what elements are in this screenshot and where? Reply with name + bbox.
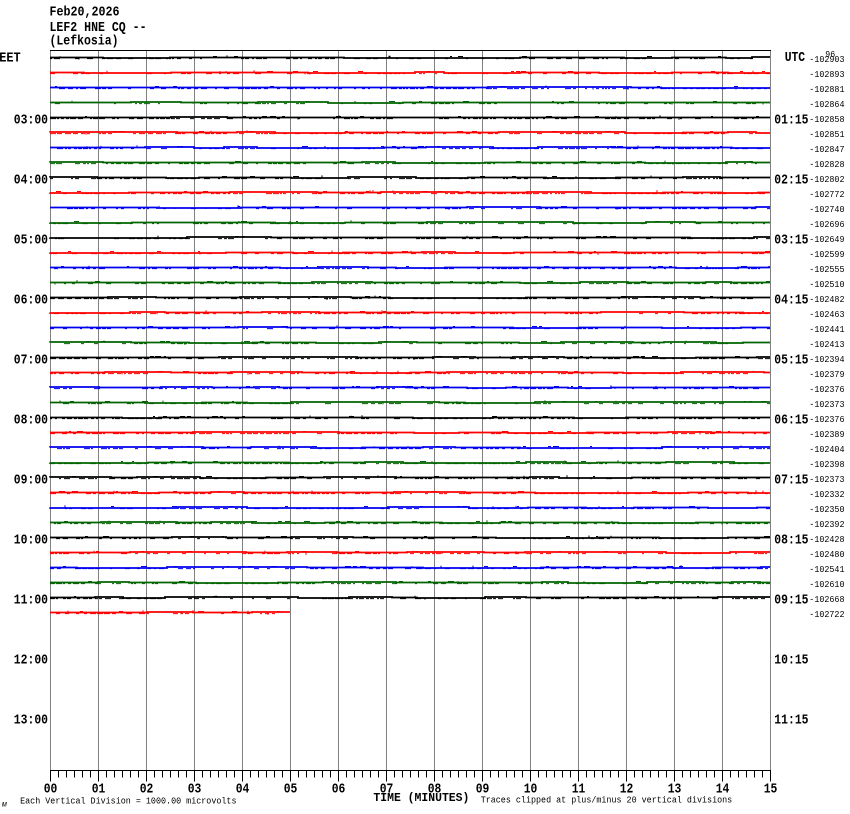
svg-text:09: 09 — [476, 782, 490, 798]
svg-text:03: 03 — [188, 782, 202, 798]
svg-text:06:15: 06:15 — [774, 412, 808, 428]
svg-text:06:00: 06:00 — [14, 292, 48, 308]
svg-text:-102828: -102828 — [809, 160, 844, 170]
svg-text:02: 02 — [140, 782, 154, 798]
svg-text:05:15: 05:15 — [774, 352, 808, 368]
svg-text:-102772: -102772 — [809, 190, 844, 200]
svg-text:12:00: 12:00 — [14, 652, 48, 668]
svg-text:-102373: -102373 — [809, 400, 844, 410]
svg-text:UTC: UTC — [785, 50, 806, 66]
svg-text:EET: EET — [0, 51, 21, 67]
svg-text:07: 07 — [380, 782, 394, 798]
svg-text:-102541: -102541 — [809, 565, 844, 575]
svg-text:-102350: -102350 — [809, 505, 844, 515]
svg-text:-102858: -102858 — [809, 115, 844, 125]
svg-text:Each Vertical Division = 1000.: Each Vertical Division = 1000.00 microvo… — [20, 797, 236, 807]
svg-text:Feb20,2026: Feb20,2026 — [50, 5, 120, 21]
svg-text:02:15: 02:15 — [774, 172, 808, 188]
svg-text:TIME (MINUTES): TIME (MINUTES) — [373, 792, 469, 805]
svg-text:-102376: -102376 — [809, 415, 844, 425]
svg-text:11:00: 11:00 — [14, 592, 48, 608]
svg-text:10:15: 10:15 — [774, 652, 808, 668]
svg-text:11:15: 11:15 — [774, 712, 808, 728]
svg-text:01: 01 — [92, 782, 106, 798]
svg-text:03:15: 03:15 — [774, 232, 808, 248]
svg-text:-102379: -102379 — [809, 370, 844, 380]
svg-text:96: 96 — [825, 50, 835, 60]
svg-text:09:00: 09:00 — [14, 472, 48, 488]
svg-text:10: 10 — [524, 782, 538, 798]
svg-text:07:15: 07:15 — [774, 472, 808, 488]
svg-text:13: 13 — [668, 782, 682, 798]
svg-text:-102480: -102480 — [809, 550, 844, 560]
svg-text:-102463: -102463 — [809, 310, 844, 320]
svg-text:LEF2 HNE CQ --: LEF2 HNE CQ -- — [50, 20, 147, 36]
svg-text:-102802: -102802 — [809, 175, 844, 185]
svg-text:13:00: 13:00 — [14, 712, 48, 728]
svg-text:Traces clipped at plus/minus 2: Traces clipped at plus/minus 20 vertical… — [481, 795, 733, 805]
svg-text:-102903: -102903 — [809, 55, 844, 65]
svg-text:-102376: -102376 — [809, 385, 844, 395]
svg-text:07:00: 07:00 — [14, 352, 48, 368]
svg-text:-102373: -102373 — [809, 475, 844, 485]
svg-text:11: 11 — [572, 782, 586, 798]
svg-text:-102668: -102668 — [809, 595, 844, 605]
svg-text:-102847: -102847 — [809, 145, 844, 155]
svg-text:-102881: -102881 — [809, 85, 844, 95]
svg-text:03:00: 03:00 — [14, 112, 48, 128]
svg-text:-102482: -102482 — [809, 295, 844, 305]
svg-text:-102441: -102441 — [809, 325, 844, 335]
svg-text:04:15: 04:15 — [774, 292, 808, 308]
svg-text:01:15: 01:15 — [774, 112, 808, 128]
svg-text:08: 08 — [428, 782, 442, 798]
svg-text:-102610: -102610 — [809, 580, 844, 590]
svg-text:-102332: -102332 — [809, 490, 844, 500]
svg-text:м: м — [1, 801, 7, 810]
svg-text:-102893: -102893 — [809, 70, 844, 80]
svg-text:10:00: 10:00 — [14, 532, 48, 548]
svg-text:05: 05 — [284, 782, 298, 798]
svg-text:-102510: -102510 — [809, 280, 844, 290]
svg-text:-102389: -102389 — [809, 430, 844, 440]
svg-text:-102740: -102740 — [809, 205, 844, 215]
svg-text:14: 14 — [716, 782, 730, 798]
svg-text:-102428: -102428 — [809, 535, 844, 545]
svg-text:00: 00 — [44, 782, 58, 798]
svg-text:(Lefkosia): (Lefkosia) — [50, 34, 119, 50]
svg-text:04: 04 — [236, 782, 250, 798]
svg-text:12: 12 — [620, 782, 634, 798]
svg-text:-102649: -102649 — [809, 235, 844, 245]
svg-text:-102394: -102394 — [809, 355, 844, 365]
svg-text:-102555: -102555 — [809, 265, 844, 275]
svg-text:-102392: -102392 — [809, 520, 844, 530]
svg-text:08:00: 08:00 — [14, 412, 48, 428]
svg-text:04:00: 04:00 — [14, 172, 48, 188]
svg-text:-102599: -102599 — [809, 250, 844, 260]
svg-text:-102398: -102398 — [809, 460, 844, 470]
svg-text:05:00: 05:00 — [14, 232, 48, 248]
svg-text:-102696: -102696 — [809, 220, 844, 230]
svg-text:15: 15 — [764, 782, 778, 798]
svg-text:09:15: 09:15 — [774, 592, 808, 608]
svg-text:-102851: -102851 — [809, 130, 844, 140]
svg-text:08:15: 08:15 — [774, 532, 808, 548]
svg-text:-102404: -102404 — [809, 445, 844, 455]
svg-text:-102413: -102413 — [809, 340, 844, 350]
svg-text:-102722: -102722 — [809, 610, 844, 620]
svg-text:06: 06 — [332, 782, 346, 798]
svg-text:-102864: -102864 — [809, 100, 844, 110]
